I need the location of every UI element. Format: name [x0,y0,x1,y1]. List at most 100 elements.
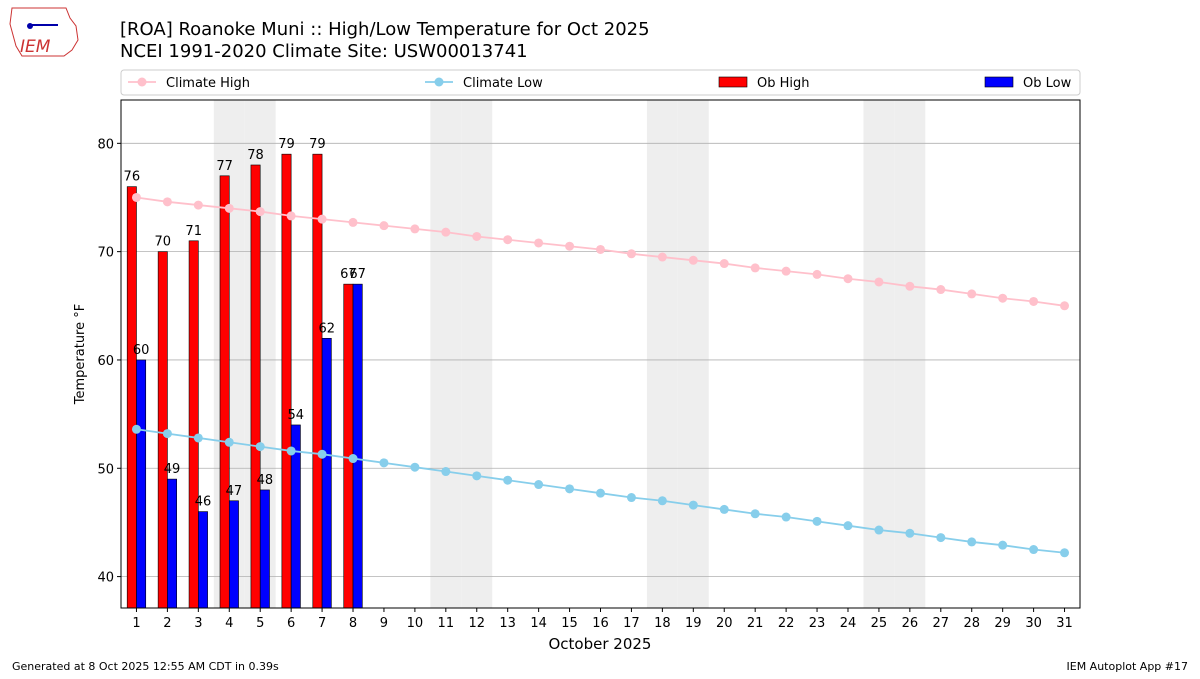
point [193,433,203,443]
bar [259,489,270,609]
x-tick-label: 20 [716,616,733,631]
legend-label: Ob High [757,76,810,91]
data-label: 67 [349,267,366,282]
data-label: 46 [195,495,212,510]
plot-frame [120,99,1081,609]
x-tick-label: 5 [256,616,264,631]
point [1029,296,1039,306]
y-tick-label: 50 [97,462,114,477]
bar [281,153,292,609]
x-tick-label: 26 [902,616,919,631]
point [441,467,451,477]
x-tick-label: 17 [623,616,640,631]
point [255,207,265,217]
data-label: 78 [247,148,264,163]
point [472,471,482,481]
bar [167,478,177,609]
y-tick-label: 70 [97,246,114,261]
x-tick-label: 22 [778,616,795,631]
legend-label: Ob Low [1023,76,1072,91]
legend-swatch [718,76,748,88]
x-tick-label: 3 [194,616,202,631]
x-tick-label: 8 [349,616,357,631]
weekend-band [863,100,895,608]
point [719,259,729,269]
bar [126,186,137,609]
point [255,442,265,452]
point [534,480,544,490]
bar [219,175,230,609]
point [472,231,482,241]
x-tick-label: 27 [933,616,950,631]
point [1060,548,1070,558]
point [441,227,451,237]
x-tick-label: 30 [1025,616,1042,631]
point [688,255,698,265]
logo-outline [9,7,79,57]
data-label: 49 [164,462,181,477]
point [905,281,915,291]
footer-right: IEM Autoplot App #17 [1067,660,1189,673]
chart-title: [ROA] Roanoke Muni :: High/Low Temperatu… [120,19,650,40]
point [657,252,667,262]
x-tick-label: 25 [871,616,888,631]
point [936,533,946,543]
point [410,462,420,472]
point [843,274,853,284]
point [410,224,420,234]
point [998,540,1008,550]
bar [188,240,199,609]
point [1029,545,1039,555]
data-label: 79 [309,137,326,152]
point [688,500,698,510]
point [719,504,729,514]
x-tick-label: 24 [840,616,857,631]
point [503,235,513,245]
point [317,449,327,459]
point [812,516,822,526]
legend-box [120,69,1081,96]
x-tick-label: 14 [530,616,547,631]
weekend-band [430,100,462,608]
chart-subtitle: NCEI 1991-2020 Climate Site: USW00013741 [120,41,528,62]
x-tick-label: 15 [561,616,578,631]
point [1060,301,1070,311]
legend-marker [434,77,444,87]
point [998,293,1008,303]
point [596,244,605,254]
y-tick-label: 80 [97,137,114,152]
point [224,203,234,213]
weekend-band [677,100,709,608]
bar [228,500,239,609]
point [565,484,575,494]
point [503,475,513,485]
y-tick-label: 40 [97,571,114,586]
point [286,446,296,456]
point [874,277,884,287]
bar [250,164,261,609]
x-tick-label: 23 [809,616,826,631]
point [936,285,946,295]
point [162,197,172,207]
data-label: 77 [216,159,233,174]
point [905,528,915,538]
point [348,217,358,227]
x-tick-label: 19 [685,616,702,631]
y-tick-label: 60 [97,354,114,369]
x-tick-label: 1 [132,616,140,631]
bar [352,283,363,609]
x-tick-label: 18 [654,616,671,631]
x-tick-label: 21 [747,616,764,631]
data-label: 71 [185,224,202,239]
point [131,424,141,434]
point [379,221,389,231]
data-label: 47 [226,484,243,499]
data-label: 70 [154,235,171,250]
x-tick-label: 31 [1056,616,1073,631]
point [348,454,358,464]
bar [343,283,354,609]
x-tick-label: 16 [592,616,609,631]
point [843,521,853,531]
point [750,509,760,519]
weekend-band [461,100,493,608]
